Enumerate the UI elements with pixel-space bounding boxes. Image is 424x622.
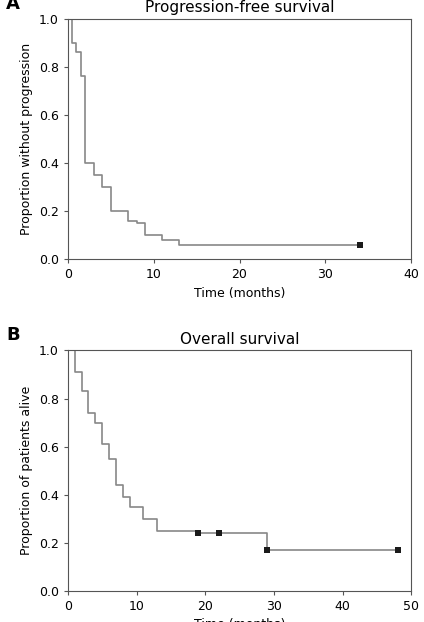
Text: B: B bbox=[6, 327, 20, 345]
Y-axis label: Proportion without progression: Proportion without progression bbox=[20, 43, 33, 235]
Title: Progression-free survival: Progression-free survival bbox=[145, 0, 334, 15]
Y-axis label: Proportion of patients alive: Proportion of patients alive bbox=[20, 386, 33, 555]
X-axis label: Time (months): Time (months) bbox=[194, 618, 285, 622]
Text: A: A bbox=[6, 0, 20, 12]
X-axis label: Time (months): Time (months) bbox=[194, 287, 285, 300]
Title: Overall survival: Overall survival bbox=[180, 332, 299, 346]
